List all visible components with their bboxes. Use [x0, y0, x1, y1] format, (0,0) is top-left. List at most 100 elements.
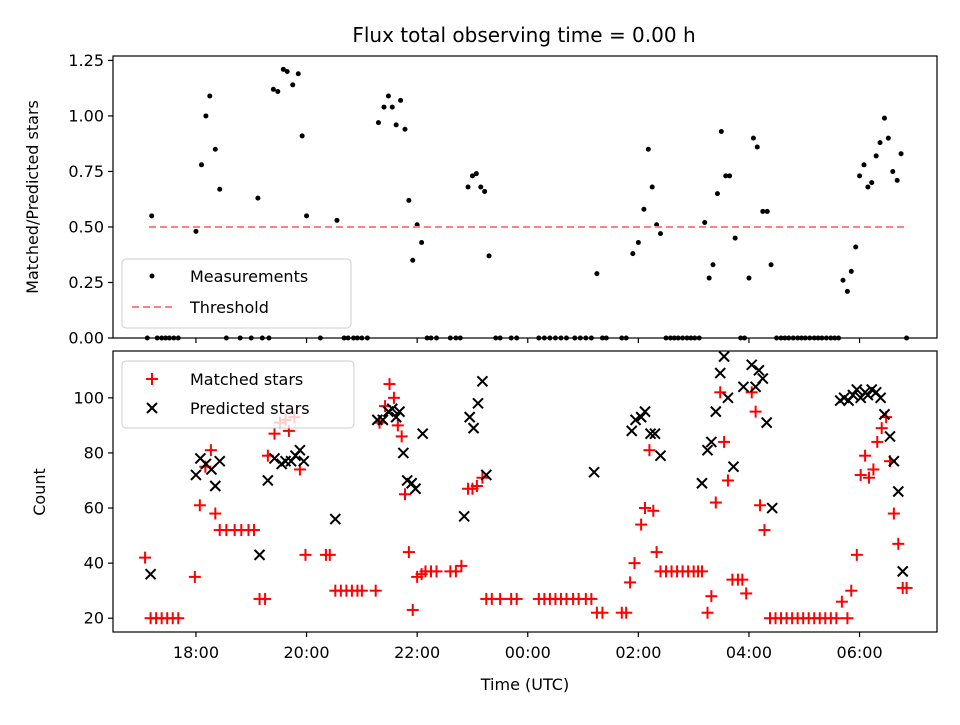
predicted-stars-point	[714, 367, 726, 379]
measurement-point	[723, 173, 729, 179]
matched-stars-point	[754, 499, 767, 512]
predicted-stars-point	[397, 447, 410, 459]
measurement-point	[894, 177, 900, 183]
predicted-stars-point	[737, 381, 750, 393]
matched-stars-point	[624, 576, 637, 589]
matched-stars-point	[758, 524, 771, 537]
legend-measurements-marker	[149, 273, 155, 279]
matched-stars-point	[188, 570, 201, 583]
bottom-y-axis-label: Count	[30, 468, 49, 516]
top-x-axis	[195, 338, 861, 343]
matched-stars-point	[383, 378, 396, 391]
top-panel: 0.00 0.25 0.50 0.75 1.00 1.25 Matched/Predict…	[23, 51, 938, 348]
top-plot-frame	[112, 55, 938, 339]
predicted-stars-point	[701, 444, 714, 456]
predicted-stars-point	[847, 389, 859, 401]
measurement-point	[630, 251, 636, 257]
matched-stars-point	[714, 386, 727, 399]
matched-stars-point	[718, 435, 731, 448]
predicted-stars-point	[472, 397, 484, 410]
measurement-point	[873, 153, 879, 159]
measurement-point	[295, 71, 301, 77]
predicted-stars-point	[884, 430, 896, 443]
measurement-point	[840, 277, 846, 283]
top-ytick-label: 1.00	[68, 106, 104, 125]
matched-stars-point	[470, 479, 483, 492]
matched-stars-point	[841, 612, 854, 625]
measurement-point	[898, 151, 904, 157]
matched-stars-point	[639, 502, 652, 515]
measurement-point	[750, 135, 756, 141]
top-ytick-label: 1.25	[68, 51, 104, 70]
predicted-stars-point	[635, 411, 647, 423]
predicted-stars-point	[294, 444, 306, 456]
measurement-point	[280, 66, 286, 72]
measurement-point	[385, 93, 391, 99]
predicted-stars-point	[705, 436, 718, 448]
matched-stars-point	[387, 391, 400, 404]
predicted-stars-point	[390, 411, 402, 423]
bottom-ytick-label: 60	[84, 499, 104, 518]
measurement-point	[207, 93, 213, 99]
measurement-point	[594, 271, 600, 277]
predicted-stars-point	[874, 392, 887, 404]
predicted-stars-point	[329, 513, 342, 525]
matched-stars-point	[172, 612, 185, 625]
predicted-stars-point	[654, 449, 667, 462]
bottom-ytick-label: 80	[84, 443, 104, 462]
top-legend-box	[121, 258, 352, 329]
measurement-point	[641, 206, 647, 212]
predicted-stars-point	[214, 455, 226, 467]
bottom-legend-box	[121, 360, 355, 429]
measurement-point	[393, 122, 399, 128]
matched-stars-point	[740, 587, 753, 600]
measurement-point	[212, 146, 218, 152]
measurement-point	[881, 115, 887, 121]
measurement-point	[746, 275, 752, 281]
predicted-stars-point	[405, 477, 418, 489]
matched-stars-point	[850, 548, 863, 561]
measurement-point	[419, 240, 425, 246]
measurement-point	[402, 126, 408, 132]
predicted-stars-point	[377, 414, 389, 426]
matched-stars-point	[635, 518, 648, 531]
matched-stars-point	[862, 471, 875, 484]
measurement-point	[706, 275, 712, 281]
measurement-point	[768, 262, 774, 268]
predicted-stars-point	[892, 485, 904, 498]
measurement-point	[727, 173, 733, 179]
measurement-point	[657, 231, 663, 237]
measurement-point	[890, 168, 896, 174]
matched-stars-point	[830, 612, 843, 625]
predicted-stars-point	[766, 502, 778, 514]
legend-predicted-marker	[146, 402, 158, 414]
matched-stars-point	[892, 537, 905, 550]
measurement-point	[754, 144, 760, 150]
predicted-stars-point	[298, 455, 310, 467]
measurement-point	[217, 186, 223, 192]
bottom-xtick-label: 06:00	[837, 643, 883, 662]
top-ytick-label: 0.50	[68, 217, 104, 236]
top-y-axis-label: Matched/Predicted stars	[23, 100, 42, 294]
predicted-stars-point	[190, 469, 202, 481]
matched-stars-point	[859, 449, 872, 462]
top-legend: Measurements Threshold	[121, 258, 352, 329]
measurement-point	[478, 184, 484, 190]
bottom-legend: Matched stars Predicted stars	[121, 360, 355, 429]
matched-stars-point	[875, 422, 888, 435]
measurement-point	[645, 146, 651, 152]
predicted-stars-point	[480, 469, 492, 481]
measurement-point	[255, 195, 261, 201]
bottom-ytick-label: 20	[84, 609, 104, 628]
bottom-x-axis: 18:00 20:00 22:00 00:00 02:00 04:00 06:00	[173, 632, 883, 662]
matched-stars-point	[204, 444, 217, 457]
matched-stars-point	[721, 474, 734, 487]
matched-stars-point	[701, 606, 714, 619]
predicted-stars-point	[626, 425, 638, 437]
matched-stars-point	[620, 606, 633, 619]
measurement-point	[710, 262, 716, 268]
predicted-stars-point	[727, 460, 740, 473]
measurement-point	[764, 208, 770, 214]
